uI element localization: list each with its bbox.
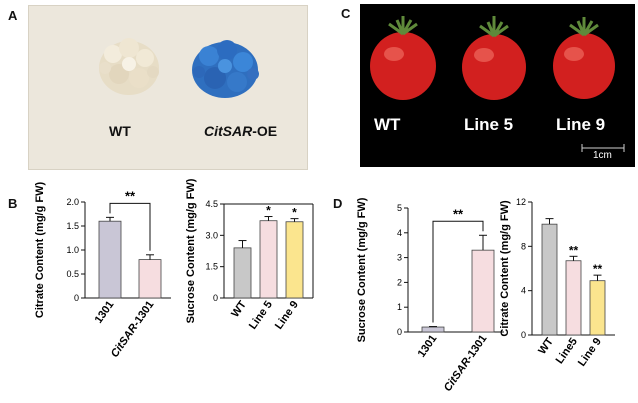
y-tick-label: 8	[521, 241, 526, 251]
bar	[565, 260, 582, 336]
category-label: Line 9	[576, 336, 604, 369]
bar	[233, 247, 252, 299]
tomato-line9	[553, 17, 615, 99]
panel-label-d: D	[333, 196, 343, 211]
y-tick-label: 2	[397, 277, 402, 287]
y-tick-label: 12	[516, 197, 526, 207]
tomato-photo: WT Line 5 Line 9 1cm	[360, 4, 635, 167]
significance-bracket	[432, 220, 484, 323]
scale-label: 1cm	[593, 150, 612, 161]
significance-star: *	[266, 204, 271, 218]
label-line9-c: Line 9	[556, 115, 606, 134]
chart-d-sucrose: 0 1 2 3 4 5 Sucrose Content (mg/g FW) 1301CitSA…	[356, 197, 504, 394]
category-label: 1301	[93, 299, 117, 326]
label-wt: WT	[109, 123, 131, 139]
callus-illustration	[99, 38, 259, 98]
category-label: Line 5	[247, 299, 275, 332]
category-label: 1301	[416, 333, 440, 360]
significance-label: **	[453, 206, 464, 221]
chart-b-sucrose: 0 1.5 3.0 4.5 Sucrose Content (mg/g FW) WT * Li…	[185, 178, 314, 332]
significance-star: **	[593, 262, 603, 276]
y-tick-label: 1.5	[205, 262, 218, 272]
tomato-wt	[370, 16, 436, 100]
callus-photo: WT CitSAR-OE	[28, 5, 308, 170]
y-tick-label: 0	[213, 293, 218, 303]
label-wt-c: WT	[374, 115, 401, 134]
y-tick-label: 2.0	[66, 197, 79, 207]
y-tick-label: 1	[397, 302, 402, 312]
y-tick-label: 0.5	[66, 269, 79, 279]
y-tick-label: 1.0	[66, 245, 79, 255]
significance-label: **	[125, 188, 136, 203]
category-label: CitSAR-1301	[109, 299, 157, 360]
significance-star: *	[292, 206, 297, 220]
bar	[421, 326, 445, 333]
y-tick-label: 1.5	[66, 221, 79, 231]
y-tick-label: 5	[397, 203, 402, 213]
bar	[285, 221, 304, 299]
bar	[138, 259, 162, 299]
significance-star: **	[569, 243, 579, 257]
y-axis-label: Sucrose Content (mg/g FW)	[356, 197, 368, 342]
bar	[98, 220, 122, 299]
bar	[259, 220, 278, 299]
chart-b-citrate: 0 0.5 1.0 1.5 2.0 Citrate Content (mg/g FW) 13…	[34, 182, 171, 360]
wt-callus	[99, 38, 159, 95]
bar	[541, 223, 558, 336]
panel-label-b: B	[8, 196, 18, 211]
panel-label-a: A	[8, 8, 18, 23]
y-tick-label: 4	[397, 228, 402, 238]
y-tick-label: 3	[397, 253, 402, 263]
scale-bar	[581, 144, 625, 152]
category-label: Line 9	[273, 299, 301, 332]
bar	[471, 249, 495, 333]
category-label: CitSAR-1301	[442, 333, 490, 394]
oe-callus	[192, 40, 259, 98]
y-tick-label: 0	[397, 327, 402, 337]
label-line5-c: Line 5	[464, 115, 514, 134]
significance-bracket	[109, 202, 151, 251]
bar	[589, 280, 606, 336]
y-tick-label: 0	[74, 293, 79, 303]
y-tick-label: 0	[521, 330, 526, 340]
y-axis-label: Sucrose Content (mg/g FW)	[185, 178, 197, 323]
tomato-illustration	[370, 16, 625, 152]
y-tick-label: 4.5	[205, 199, 218, 209]
label-oe: CitSAR-OE	[204, 123, 278, 139]
y-tick-label: 4	[521, 286, 526, 296]
y-axis-label: Citrate Content (mg/g FW)	[34, 182, 46, 319]
category-label: WT	[229, 299, 249, 320]
category-label: WT	[536, 336, 556, 357]
tomato-line5	[462, 16, 526, 100]
panel-label-c: C	[341, 6, 351, 21]
y-axis-label: Citrate Content (mg/g FW)	[499, 200, 511, 337]
y-tick-label: 3.0	[205, 230, 218, 240]
